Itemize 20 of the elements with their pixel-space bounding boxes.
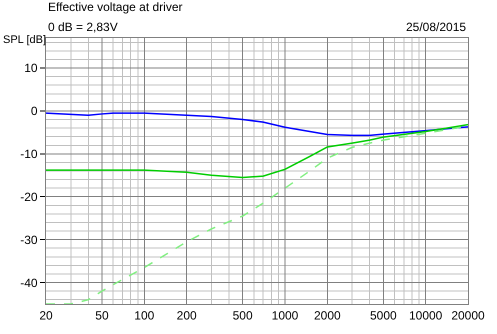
y-tick-label: 0 xyxy=(30,104,38,118)
x-tick-label: 500 xyxy=(232,308,253,322)
chart-title: Effective voltage at driver xyxy=(48,0,183,14)
x-tick-label: 10000 xyxy=(408,308,443,322)
text: 25/08/2015 xyxy=(406,20,466,34)
x-tick-label: 2000 xyxy=(314,308,341,322)
x-tick-label: 50 xyxy=(95,308,109,322)
y-tick-label: -20 xyxy=(20,190,38,204)
y-tick-label: -30 xyxy=(20,232,38,247)
chart-subtitle: 0 dB = 2,83V xyxy=(48,20,118,34)
x-tick-label: 5000 xyxy=(370,308,397,322)
x-tick-label: 200 xyxy=(176,308,197,322)
x-tick-label: 20000 xyxy=(451,308,486,322)
x-tick-label: 1000 xyxy=(272,308,299,322)
x-tick-label: 20 xyxy=(39,308,53,322)
y-tick-label: 10 xyxy=(24,61,38,76)
x-tick-label: 100 xyxy=(134,308,155,322)
y-tick-label: -10 xyxy=(20,147,38,162)
y-axis-title: SPL [dB] xyxy=(3,34,46,46)
y-tick-label: -40 xyxy=(20,276,38,290)
